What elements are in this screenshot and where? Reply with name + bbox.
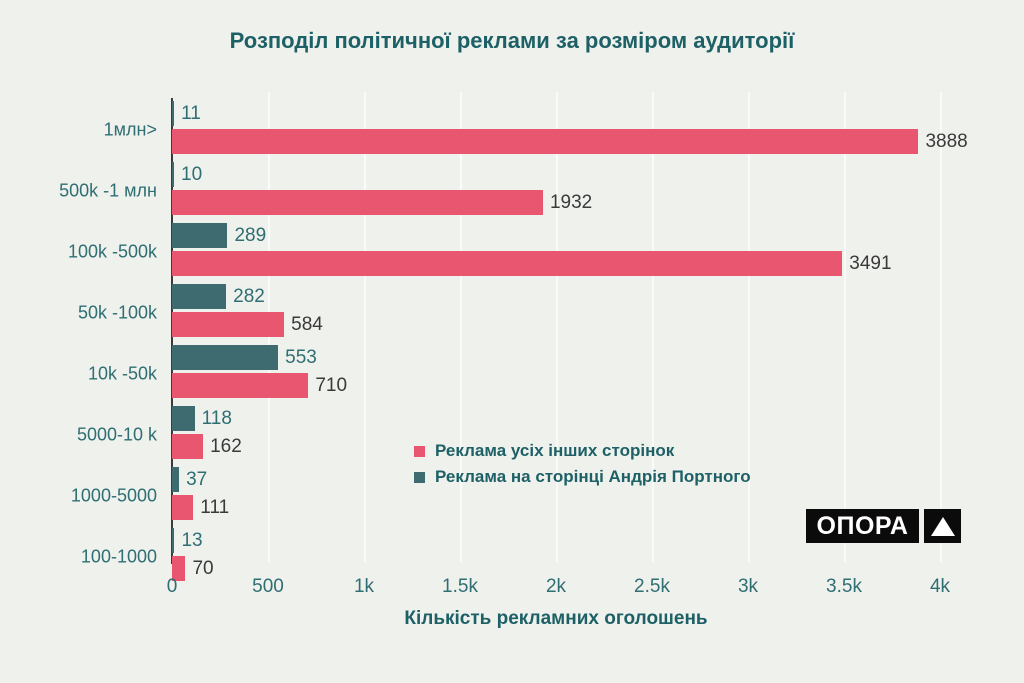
- gridline-4k: [940, 92, 942, 562]
- x-tick: 4k: [929, 576, 951, 597]
- bar-others: 70: [172, 556, 214, 581]
- bar-others: 710: [172, 373, 347, 398]
- bar-portnoho: 10: [172, 162, 202, 187]
- value-label: 37: [186, 468, 208, 490]
- value-label: 11: [181, 102, 201, 124]
- value-label: 584: [291, 313, 323, 335]
- bar-others: 111: [172, 495, 229, 520]
- bar-portnoho: 118: [172, 406, 232, 431]
- chart-title: Розподіл політичної реклами за розміром …: [229, 28, 795, 53]
- legend-label: Реклама усіх інших сторінок: [435, 441, 675, 460]
- category-label: 5000-10 k: [76, 424, 157, 445]
- value-label: 553: [285, 346, 317, 368]
- opora-logo: ОПОРА: [806, 509, 961, 543]
- x-tick: 1.5k: [442, 576, 478, 597]
- value-label: 70: [192, 557, 214, 579]
- legend-swatch-teal-icon: [414, 471, 425, 483]
- bar-group: 100-1000 13 70: [81, 528, 940, 586]
- x-tick: 2.5k: [634, 576, 670, 597]
- value-label: 162: [210, 435, 242, 457]
- bar-group: 10k -50k 553 710: [88, 345, 940, 403]
- bar-others: 3491: [172, 251, 892, 276]
- bar-portnoho: 37: [172, 467, 207, 492]
- x-tick: 0: [166, 576, 178, 597]
- bar-others: 162: [172, 434, 242, 459]
- value-label: 111: [200, 496, 230, 518]
- x-axis-ticks: 0 500 1k 1.5k 2k 2.5k 3k 3.5k 4k: [167, 576, 950, 602]
- category-label: 1млн>: [103, 119, 157, 140]
- bar-group: 1млн> 11 3888: [104, 101, 968, 159]
- plot-area: 1млн> 11 3888 500k -1 млн 10 1932 100k -…: [59, 92, 968, 581]
- bar-group: 500k -1 млн 10 1932: [59, 162, 940, 220]
- gridline-1.5k: [460, 92, 462, 562]
- opora-logo-triangle-box: [924, 509, 961, 543]
- bar-portnoho: 11: [172, 101, 201, 126]
- value-label: 3491: [849, 252, 892, 274]
- legend-item-portnoho: Реклама на сторінці Андрія Портного: [414, 464, 751, 490]
- legend-item-others: Реклама усіх інших сторінок: [414, 438, 751, 464]
- bar-others: 3888: [172, 129, 968, 154]
- bar-group: 1000-5000 37 111: [71, 467, 940, 525]
- category-label: 50k -100k: [77, 302, 157, 323]
- x-tick: 500: [252, 576, 284, 597]
- value-label: 710: [315, 374, 348, 396]
- category-label: 100-1000: [80, 546, 157, 567]
- category-label: 1000-5000: [70, 485, 157, 506]
- triangle-up-icon: [930, 516, 955, 536]
- bar-portnoho: 282: [172, 284, 265, 309]
- value-label: 13: [181, 529, 203, 551]
- bar-portnoho: 553: [172, 345, 317, 370]
- bar-portnoho: 289: [172, 223, 266, 248]
- x-tick: 1k: [353, 576, 375, 597]
- value-label: 1932: [549, 191, 593, 213]
- x-axis-label: Кількість рекламних оголошень: [404, 608, 708, 629]
- gridline-3k: [748, 92, 750, 562]
- gridline-2k: [556, 92, 558, 562]
- category-label: 500k -1 млн: [59, 180, 157, 201]
- bar-group: 5000-10 k 118 162: [77, 406, 940, 464]
- gridline-2.5k: [652, 92, 654, 562]
- x-tick: 3.5k: [826, 576, 862, 597]
- category-label: 100k -500k: [67, 241, 157, 262]
- bar-group: 50k -100k 282 584: [78, 284, 940, 342]
- bar-others: 584: [172, 312, 323, 337]
- value-label: 289: [234, 224, 267, 246]
- gridline-1k: [364, 92, 366, 562]
- legend-label: Реклама на сторінці Андрія Портного: [435, 467, 751, 486]
- x-tick: 2k: [545, 576, 567, 597]
- legend: Реклама усіх інших сторінок Реклама на с…: [414, 438, 751, 490]
- value-label: 10: [181, 163, 203, 185]
- value-label: 118: [201, 407, 232, 429]
- bar-group: 100k -500k 289 3491: [68, 223, 940, 281]
- opora-logo-text: ОПОРА: [806, 509, 919, 543]
- gridline-3.5k: [844, 92, 846, 562]
- x-tick: 3k: [737, 576, 759, 597]
- value-label: 3888: [925, 130, 968, 152]
- bar-others: 1932: [172, 190, 592, 215]
- legend-swatch-pink-icon: [414, 445, 425, 457]
- value-label: 282: [233, 285, 265, 307]
- bar-portnoho: 13: [172, 528, 203, 553]
- category-label: 10k -50k: [87, 363, 157, 384]
